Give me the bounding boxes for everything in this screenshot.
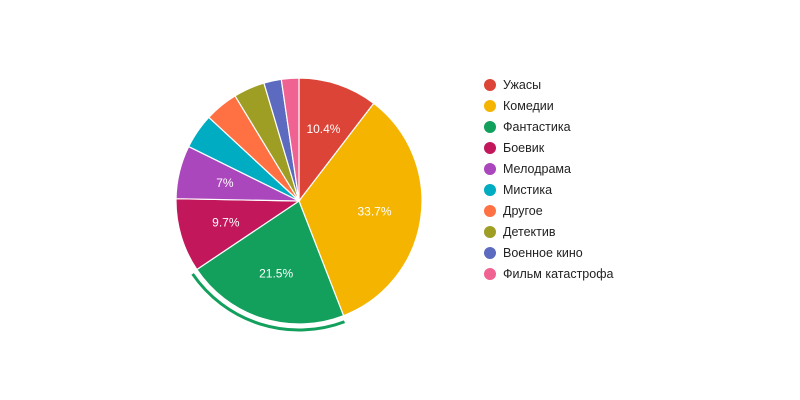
pie-slice-1[interactable]	[298, 102, 423, 317]
legend-swatch-icon	[484, 204, 496, 217]
legend-label: Детектив	[503, 224, 556, 239]
legend-label: Мелодрама	[503, 161, 571, 176]
legend-label: Боевик	[503, 140, 545, 155]
pie-slice-9[interactable]	[280, 77, 300, 202]
legend-swatch-icon	[484, 267, 496, 280]
legend-label: Фильм катастрофа	[503, 266, 614, 281]
legend-swatch-icon	[484, 78, 496, 91]
slice-data-label: 21.5%	[259, 267, 293, 281]
legend-item[interactable]: Другое	[484, 200, 613, 221]
legend-swatch-icon	[484, 183, 496, 196]
legend-label: Другое	[503, 203, 543, 218]
legend-item[interactable]: Фантастика	[484, 116, 613, 137]
legend-item[interactable]: Детектив	[484, 221, 613, 242]
legend-item[interactable]: Фильм катастрофа	[484, 263, 613, 284]
slice-highlight-arc	[191, 273, 345, 332]
chart-legend: Ужасы Комедии Фантастика Боевик Мелодрама Мис…	[484, 74, 613, 284]
legend-item[interactable]: Военное кино	[484, 242, 613, 263]
legend-swatch-icon	[484, 162, 496, 175]
legend-item[interactable]: Мелодрама	[484, 158, 613, 179]
legend-label: Мистика	[503, 182, 553, 197]
legend-swatch-icon	[484, 246, 496, 259]
slice-data-label: 33.7%	[357, 205, 391, 219]
legend-swatch-icon	[484, 141, 496, 154]
slice-data-label: 9.7%	[212, 216, 240, 230]
legend-swatch-icon	[484, 225, 496, 238]
pie-slice-3[interactable]	[175, 198, 301, 271]
legend-item[interactable]: Ужасы	[484, 74, 613, 95]
legend-item[interactable]: Боевик	[484, 137, 613, 158]
legend-label: Фантастика	[503, 119, 571, 134]
legend-swatch-icon	[484, 99, 496, 112]
legend-label: Военное кино	[503, 245, 583, 260]
pie-slice-2[interactable]	[196, 200, 345, 325]
legend-item[interactable]: Комедии	[484, 95, 613, 116]
legend-swatch-icon	[484, 120, 496, 133]
pie-slice-0[interactable]	[298, 77, 375, 203]
legend-label: Ужасы	[503, 77, 542, 92]
legend-item[interactable]: Мистика	[484, 179, 613, 200]
legend-label: Комедии	[503, 98, 554, 113]
slice-data-label: 7%	[216, 176, 234, 190]
slice-data-label: 10.4%	[306, 122, 340, 136]
